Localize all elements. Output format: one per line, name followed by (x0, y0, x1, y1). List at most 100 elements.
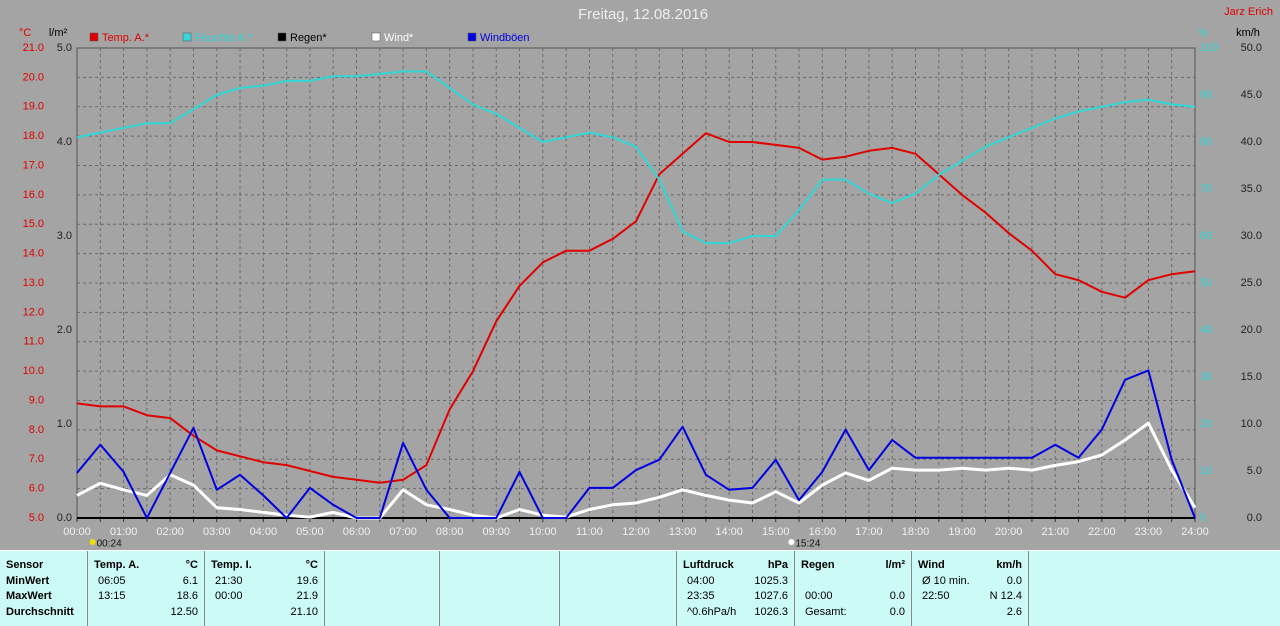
table-cell: 23:35 (687, 590, 715, 602)
y-tick-label: 20.0 (23, 71, 44, 83)
y-tick-label: 80 (1200, 136, 1212, 148)
stats-column: Luftdruck hPa 04:00 1025.3 23:35 1027.6 ^0.6hP… (677, 551, 795, 626)
chart: Freitag, 12.08.2016 Jarz Erich °C l/m² %… (18, 5, 1273, 550)
table-row: 00:00 0.0 (801, 590, 905, 606)
unit-label: °C (19, 27, 31, 39)
y-tick-label: 10.0 (23, 365, 44, 377)
x-tick-label: 06:00 (343, 526, 371, 538)
y-tick-label: 20 (1200, 418, 1212, 430)
x-tick-label: 22:00 (1088, 526, 1116, 538)
x-tick-label: 04:00 (250, 526, 278, 538)
x-tick-label: 20:00 (995, 526, 1023, 538)
table-row: Ø 10 min. 0.0 (918, 575, 1022, 591)
unit-label: % (1198, 27, 1208, 39)
column-header: Temp. A. °C (94, 559, 198, 575)
y-tick-label: 1.0 (57, 418, 72, 430)
y-tick-label: 0.0 (1247, 512, 1262, 524)
table-cell: 00:00 (215, 590, 243, 602)
y-tick-label: 13.0 (23, 277, 44, 289)
table-cell: 1025.3 (754, 574, 788, 587)
author: Jarz Erich (1224, 6, 1273, 18)
table-row: 06:05 6.1 (94, 575, 198, 591)
x-tick-label: 03:00 (203, 526, 231, 538)
y-tick-label: 35.0 (1241, 183, 1262, 195)
y-tick-label: 16.0 (23, 189, 44, 201)
y-tick-label: 4.0 (57, 136, 72, 148)
x-tick-label: 21:00 (1041, 526, 1069, 538)
row-label: Sensor (6, 559, 44, 571)
table-cell: 13:15 (98, 590, 126, 602)
x-tick-label: 19:00 (948, 526, 976, 538)
y-tick-label: 40.0 (1241, 136, 1262, 148)
x-tick-label: 18:00 (902, 526, 930, 538)
y-tick-label: 17.0 (23, 159, 44, 171)
legend-swatch (467, 32, 477, 42)
column-header: Wind km/h (918, 559, 1022, 575)
table-row: 12.50 (94, 606, 198, 622)
y-tick-label: 70 (1200, 183, 1212, 195)
y-tick-label: 30 (1200, 371, 1212, 383)
header-cell: Wind (918, 559, 945, 571)
table-cell: 00:00 (805, 590, 833, 602)
table-row: 2.6 (918, 606, 1022, 622)
header-cell: km/h (996, 559, 1022, 571)
unit-label: km/h (1236, 27, 1260, 39)
empty-column (440, 551, 560, 626)
table-cell: 12.50 (170, 605, 198, 618)
y-tick-label: 40 (1200, 324, 1212, 336)
table-cell: 0.0 (889, 590, 905, 602)
empty-column (560, 551, 677, 626)
table-row: Gesamt: 0.0 (801, 606, 905, 622)
header-cell: Luftdruck (683, 559, 734, 571)
y-tick-label: 20.0 (1241, 324, 1262, 336)
table-cell: 21:30 (215, 574, 243, 587)
table-cell: Gesamt: (805, 605, 847, 618)
annotation: 15:24 (795, 539, 820, 550)
legend-swatch (371, 32, 381, 42)
table-row: 21.10 (211, 606, 318, 622)
table-cell: 04:00 (687, 574, 715, 587)
table-row: 04:00 1025.3 (683, 575, 788, 591)
y-tick-label: 6.0 (29, 483, 44, 495)
table-row (801, 575, 905, 591)
y-tick-label: 25.0 (1241, 277, 1262, 289)
table-cell: 21.9 (296, 590, 318, 602)
stats-table: Sensor MinWert MaxWert Durchschnitt Temp. A.… (0, 550, 1280, 626)
y-tick-label: 5.0 (29, 512, 44, 524)
y-tick-label: 15.0 (23, 218, 44, 230)
legend-swatch (182, 32, 192, 42)
x-tick-label: 24:00 (1181, 526, 1209, 538)
empty-cell (94, 606, 98, 622)
legend-label: Feuchte A.* (195, 32, 253, 44)
header-cell: Temp. A. (94, 559, 140, 571)
label-column: Sensor MinWert MaxWert Durchschnitt (0, 551, 88, 626)
y-tick-label: 14.0 (23, 248, 44, 260)
y-tick-label: 15.0 (1241, 371, 1262, 383)
y-tick-label: 9.0 (29, 394, 44, 406)
x-tick-label: 10:00 (529, 526, 557, 538)
x-tick-label: 11:00 (576, 526, 603, 538)
y-tick-label: 5.0 (57, 42, 72, 54)
stats-column: Temp. A. °C 06:05 6.1 13:15 18.6 12.50 (88, 551, 205, 626)
header-cell: Regen (801, 559, 835, 571)
y-tick-label: 30.0 (1241, 230, 1262, 242)
x-tick-label: 12:00 (622, 526, 650, 538)
column-header: Regen l/m² (801, 559, 905, 575)
series-line (76, 70, 1196, 245)
table-cell: 0.0 (889, 605, 905, 618)
header-cell: l/m² (885, 559, 905, 571)
y-tick-label: 18.0 (23, 130, 44, 142)
column-header: Temp. I. °C (211, 559, 318, 575)
header-cell: Temp. I. (211, 559, 252, 571)
legend-label: Windböen (480, 32, 530, 44)
series-line (76, 132, 1196, 484)
y-tick-label: 100 (1200, 42, 1218, 54)
empty-cell (211, 606, 215, 622)
table-cell: 0.0 (1006, 574, 1022, 587)
x-tick-label: 09:00 (482, 526, 510, 538)
table-row: 00:00 21.9 (211, 590, 318, 606)
y-tick-label: 12.0 (23, 306, 44, 318)
row-label: MaxWert (6, 590, 52, 602)
x-tick-label: 08:00 (436, 526, 464, 538)
